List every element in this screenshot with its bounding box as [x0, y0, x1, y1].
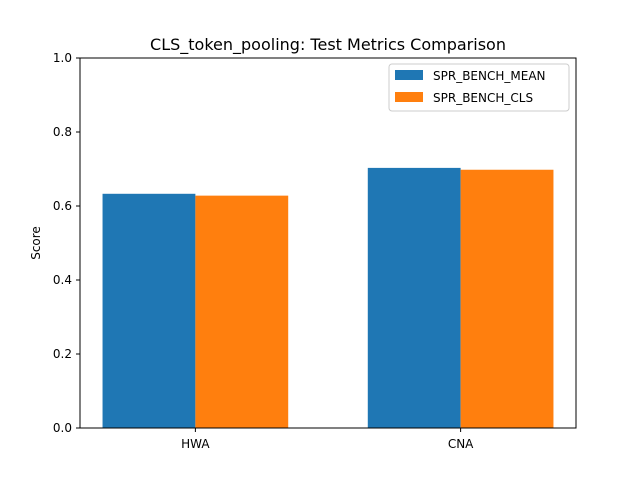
y-tick-label: 1.0 [53, 51, 72, 65]
bar-cna-spr-bench-mean [367, 167, 461, 428]
y-axis-label: Score [29, 226, 43, 260]
bar-hwa-spr-bench-cls [195, 195, 289, 428]
bar-hwa-spr-bench-mean [102, 193, 196, 428]
legend-frame [388, 63, 570, 112]
y-tick-label: 0.6 [53, 199, 72, 213]
bars-group [102, 167, 554, 429]
y-tick-label: 0.0 [53, 421, 72, 435]
legend-swatch [395, 70, 423, 80]
bar-cna-spr-bench-cls [460, 169, 554, 429]
x-tick-label: HWA [181, 437, 210, 451]
legend-swatch [395, 92, 423, 102]
y-axis: 0.0 0.2 0.4 0.6 0.8 1.0 [53, 51, 80, 435]
x-tick-label: CNA [448, 437, 474, 451]
x-axis: HWA CNA [181, 428, 474, 451]
y-tick-label: 0.4 [53, 273, 72, 287]
y-tick-label: 0.8 [53, 125, 72, 139]
legend: SPR_BENCH_MEAN SPR_BENCH_CLS [388, 63, 570, 112]
legend-label: SPR_BENCH_MEAN [433, 69, 546, 83]
legend-label: SPR_BENCH_CLS [433, 91, 533, 105]
y-tick-label: 0.2 [53, 347, 72, 361]
plot-frame [79, 57, 577, 429]
chart-title: CLS_token_pooling: Test Metrics Comparis… [150, 35, 506, 55]
